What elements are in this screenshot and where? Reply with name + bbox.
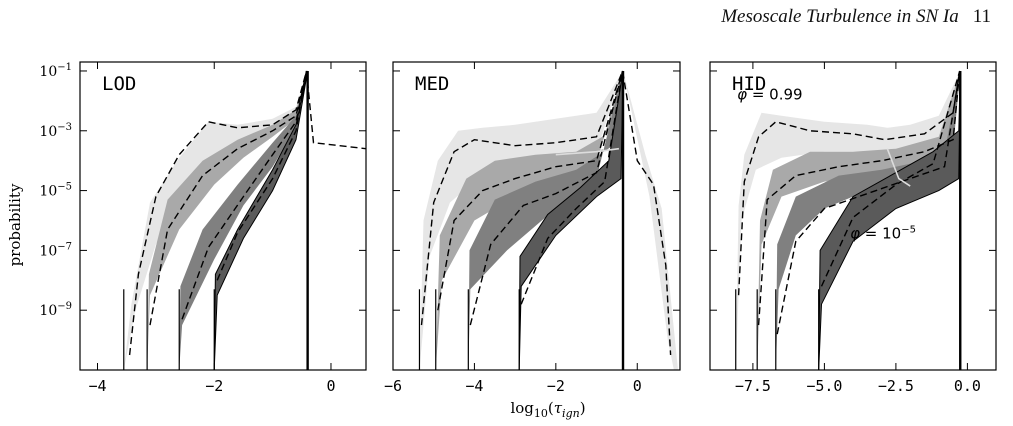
x-tick-label: −2.5 (878, 377, 914, 395)
panel-med: −6 −4 −2 0 MED (384, 61, 681, 395)
y-tick-label: 10−1 (39, 62, 72, 80)
x-axis-label-tau: τ (554, 399, 563, 417)
phi-symbol: φ (850, 224, 860, 242)
y-tick-label-base: 10 (39, 303, 57, 319)
panel-title: LOD (102, 73, 136, 95)
series-band-1 (123, 71, 308, 370)
plot-area (418, 68, 678, 370)
phi-value: = 0.99 (747, 85, 803, 103)
x-tick-label: −6 (384, 377, 402, 395)
phi-annotation: φ = 10−5 (850, 224, 916, 242)
panel-title: HID (732, 73, 766, 95)
series-median-3 (776, 70, 961, 335)
phi-annotation: φ = 0.99 (737, 85, 802, 103)
x-tick-label: 0.0 (954, 377, 981, 395)
x-axis-label-open: ( (548, 399, 554, 417)
phi-exponent: −5 (901, 224, 916, 235)
series-band-2 (147, 71, 308, 370)
series-median-1 (737, 70, 961, 296)
y-axis-label: probability (6, 183, 24, 266)
y-tick-label-base: 10 (39, 184, 57, 200)
crossover-line (555, 147, 620, 156)
y-tick-label-exponent: −5 (57, 182, 72, 193)
x-tick-label: −5.0 (806, 377, 842, 395)
x-axis-label: log10(τign) (510, 399, 585, 420)
running-head: Mesoscale Turbulence in SN Ia 11 (721, 6, 991, 28)
x-tick-label: −4 (88, 377, 106, 395)
panel-frame (709, 61, 997, 371)
panel-frame (392, 61, 681, 371)
x-axis-label-log-base: 10 (534, 407, 548, 420)
plot-area (735, 70, 962, 370)
x-axis-label-tau-subscript: ign (562, 407, 580, 420)
series-band-3 (468, 71, 623, 370)
plot-area (123, 70, 366, 370)
x-tick-label: −7.5 (735, 377, 771, 395)
y-tick-label: 10−7 (39, 241, 72, 259)
series-band-3 (179, 71, 308, 370)
x-tick-label: −2 (547, 377, 565, 395)
series-band-2 (757, 71, 961, 370)
panel-frame (79, 61, 367, 371)
series-band-1 (735, 71, 961, 370)
series-median-3 (469, 70, 624, 326)
y-tick-label-base: 10 (39, 243, 57, 259)
y-tick-label-exponent: −9 (57, 301, 72, 312)
crossover-line (886, 148, 911, 187)
series-median-2 (437, 70, 624, 311)
y-tick-label: 10−5 (39, 182, 72, 200)
y-tick-label: 10−9 (39, 301, 72, 319)
x-axis-label-log: log (510, 399, 534, 417)
y-tick-label-exponent: −7 (57, 241, 72, 252)
x-tick-label: −4 (465, 377, 483, 395)
series-median-4 (216, 70, 308, 281)
y-tick-label-exponent: −3 (57, 122, 72, 133)
series-median-4 (820, 70, 961, 287)
phi-value: = 10 (860, 224, 901, 242)
y-tick-label-base: 10 (39, 124, 57, 140)
y-tick-label: 10−3 (39, 122, 72, 140)
series-band-1 (419, 71, 678, 370)
series-median-1 (128, 70, 366, 356)
running-head-title: Mesoscale Turbulence in SN Ia (721, 6, 959, 27)
y-tick-label-base: 10 (39, 64, 57, 80)
x-tick-label: −2 (205, 377, 223, 395)
x-tick-label: 0 (633, 377, 642, 395)
phi-symbol: φ (737, 85, 747, 103)
y-tick-label-exponent: −1 (57, 62, 72, 73)
x-axis-label-close: ) (580, 399, 586, 417)
panel-title: MED (415, 73, 449, 95)
series-median-1 (420, 68, 672, 356)
series-median-4 (520, 70, 624, 305)
series-band-2 (435, 71, 623, 370)
running-head-page-number: 11 (972, 6, 991, 27)
x-tick-label: 0 (326, 377, 335, 395)
